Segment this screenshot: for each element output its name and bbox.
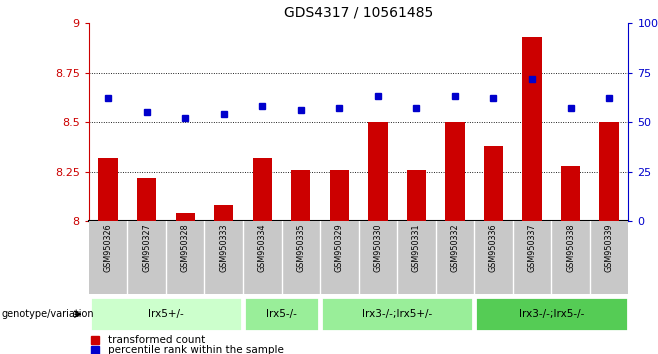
Text: GSM950338: GSM950338: [566, 223, 575, 272]
Text: GSM950337: GSM950337: [528, 223, 536, 272]
Text: GSM950329: GSM950329: [335, 223, 344, 272]
Bar: [137, 178, 156, 221]
Text: GSM950334: GSM950334: [258, 223, 266, 272]
Bar: [368, 122, 388, 221]
Text: lrx5+/-: lrx5+/-: [148, 309, 184, 319]
Text: GSM950339: GSM950339: [605, 223, 614, 272]
Bar: [407, 170, 426, 221]
Bar: [330, 170, 349, 221]
Text: lrx3-/-;lrx5+/-: lrx3-/-;lrx5+/-: [362, 309, 432, 319]
Text: transformed count: transformed count: [109, 335, 205, 345]
Bar: [321, 297, 474, 331]
Bar: [243, 297, 319, 331]
Text: genotype/variation: genotype/variation: [1, 309, 94, 319]
Text: GSM950333: GSM950333: [219, 223, 228, 272]
Bar: [522, 37, 542, 221]
Text: GSM950336: GSM950336: [489, 223, 498, 272]
Title: GDS4317 / 10561485: GDS4317 / 10561485: [284, 5, 433, 19]
Bar: [99, 158, 118, 221]
Bar: [291, 170, 311, 221]
Text: GSM950328: GSM950328: [181, 223, 190, 272]
Bar: [561, 166, 580, 221]
Bar: [176, 213, 195, 221]
Text: lrx5-/-: lrx5-/-: [266, 309, 297, 319]
Text: lrx3-/-;lrx5-/-: lrx3-/-;lrx5-/-: [519, 309, 584, 319]
Bar: [484, 146, 503, 221]
Bar: [214, 205, 234, 221]
Text: GSM950331: GSM950331: [412, 223, 421, 272]
Text: GSM950326: GSM950326: [103, 223, 113, 272]
Text: percentile rank within the sample: percentile rank within the sample: [109, 346, 284, 354]
Bar: [599, 122, 619, 221]
Bar: [445, 122, 465, 221]
Text: GSM950330: GSM950330: [373, 223, 382, 272]
Bar: [475, 297, 628, 331]
Bar: [89, 297, 242, 331]
Text: GSM950335: GSM950335: [296, 223, 305, 272]
Text: GSM950327: GSM950327: [142, 223, 151, 272]
Text: GSM950332: GSM950332: [451, 223, 459, 272]
Bar: [253, 158, 272, 221]
